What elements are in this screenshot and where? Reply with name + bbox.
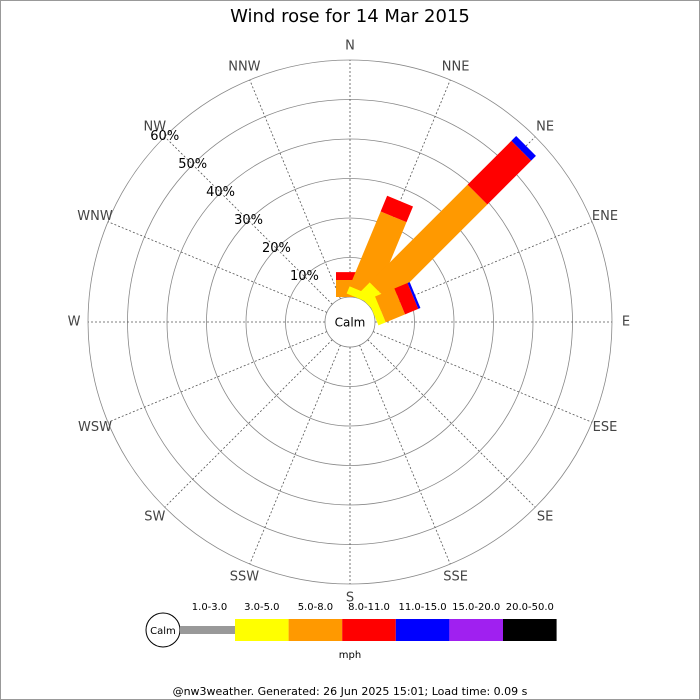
direction-label: S <box>346 591 354 606</box>
legend-swatch <box>235 619 289 641</box>
direction-label: WNW <box>77 209 113 224</box>
calm-label: Calm <box>335 316 366 330</box>
legend-swatch <box>180 626 235 634</box>
r-tick-label: 50% <box>178 157 207 172</box>
legend-swatch <box>342 619 396 641</box>
r-tick-label: 10% <box>290 269 319 284</box>
spoke <box>107 331 328 423</box>
direction-label: SE <box>537 510 553 525</box>
direction-label: WSW <box>78 420 112 435</box>
bar-segment <box>380 195 414 223</box>
direction-label: NW <box>144 119 167 134</box>
grid-ring <box>245 217 455 427</box>
bar-segment <box>394 283 419 315</box>
spoke <box>359 344 451 565</box>
bar-segment <box>375 288 406 323</box>
r-tick-label: 40% <box>206 185 235 200</box>
legend-label: 1.0-3.0 <box>192 602 227 613</box>
direction-label: SSW <box>230 569 260 584</box>
legend-label: 8.0-11.0 <box>348 602 390 613</box>
grid-ring <box>206 178 494 466</box>
units-label: mph <box>339 650 361 661</box>
legend-swatch <box>288 619 343 641</box>
bar-segment <box>367 296 386 326</box>
r-tick-label: 30% <box>234 213 263 228</box>
legend-swatch <box>449 619 503 641</box>
footer: @nw3weather. Generated: 26 Jun 2025 15:0… <box>173 685 528 698</box>
bar-segment <box>349 211 407 297</box>
spoke <box>367 339 536 508</box>
legend-label: 15.0-20.0 <box>452 602 500 613</box>
direction-label: SW <box>144 510 165 525</box>
direction-label: E <box>622 315 630 330</box>
direction-label: ESE <box>593 420 618 435</box>
direction-label: W <box>68 315 81 330</box>
bar-segment <box>369 184 488 303</box>
legend-label: 20.0-50.0 <box>506 602 554 613</box>
bar-segment <box>511 136 536 161</box>
spoke <box>372 331 593 423</box>
spoke <box>249 79 341 300</box>
direction-label: SSE <box>443 569 468 584</box>
direction-label: NNE <box>442 60 470 75</box>
grid-ring <box>285 257 415 387</box>
legend-swatch <box>503 619 557 641</box>
chart-title: Wind rose for 14 Mar 2015 <box>230 6 470 27</box>
spoke <box>164 339 333 508</box>
spoke <box>164 136 333 305</box>
r-tick-label: 60% <box>150 129 179 144</box>
bar-segment <box>467 140 532 205</box>
bar-segment <box>407 282 421 309</box>
direction-label: NE <box>536 119 554 134</box>
legend-label: 11.0-15.0 <box>399 602 447 613</box>
spoke <box>249 344 341 565</box>
legend-label: 5.0-8.0 <box>298 602 333 613</box>
legend-calm-label: Calm <box>150 626 176 637</box>
direction-label: ENE <box>592 209 618 224</box>
legend-label: 3.0-5.0 <box>244 602 279 613</box>
legend-swatch <box>395 619 450 641</box>
direction-label: N <box>345 39 355 54</box>
r-tick-label: 20% <box>262 241 291 256</box>
direction-label: NNW <box>228 60 260 75</box>
spoke <box>372 221 593 313</box>
spoke <box>359 79 451 300</box>
spoke <box>107 221 328 313</box>
